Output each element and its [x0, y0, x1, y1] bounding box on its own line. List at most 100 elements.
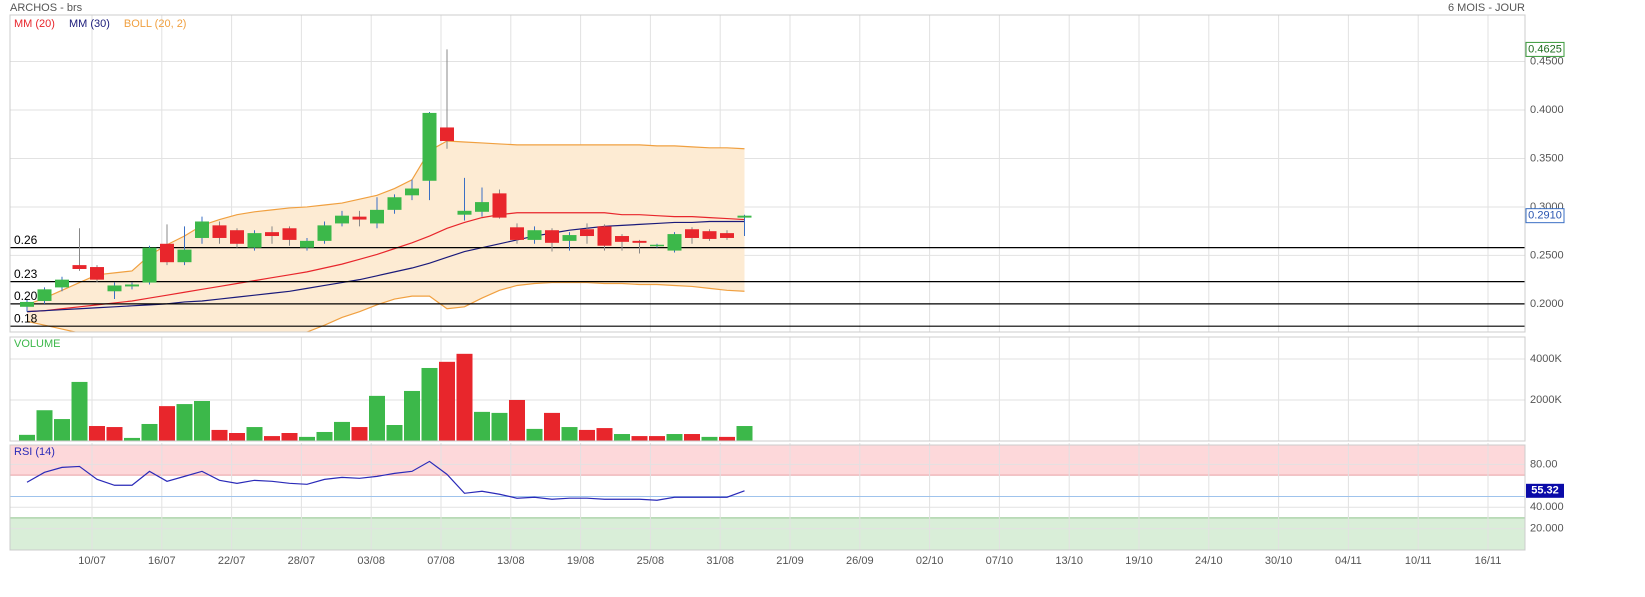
x-tick-label: 22/07: [218, 555, 246, 567]
volume-bar: [316, 431, 333, 441]
candle-body: [492, 193, 507, 218]
candle-body: [212, 225, 227, 238]
volume-bar: [439, 361, 455, 441]
x-tick-label: 31/08: [706, 555, 734, 567]
indicator-line: [26, 220, 745, 313]
volume-bar: [246, 427, 263, 441]
x-tick-label: 10/07: [78, 555, 106, 567]
panel-title: VOLUME: [14, 338, 60, 350]
x-tick-label: 19/10: [1125, 555, 1153, 567]
candle-body: [720, 233, 734, 238]
volume-bar: [526, 428, 543, 441]
volume-bar: [404, 390, 420, 441]
bollinger-band-fill: [27, 141, 745, 332]
candle-body: [265, 232, 279, 237]
rsi-zone: [10, 517, 1525, 550]
x-tick-label: 07/10: [986, 555, 1014, 567]
x-tick-label: 13/10: [1055, 555, 1083, 567]
x-tick-label: 07/08: [427, 555, 455, 567]
candle-body: [475, 202, 489, 212]
y-tick-label: 0.2000: [1530, 298, 1564, 310]
x-tick-label: 02/10: [916, 555, 944, 567]
x-tick-label: 24/10: [1195, 555, 1223, 567]
rsi-last-box: [1526, 483, 1564, 498]
candle-body: [142, 247, 157, 283]
volume-bar: [684, 434, 700, 441]
volume-bar: [36, 410, 53, 441]
x-tick-label: 13/08: [497, 555, 525, 567]
x-tick-label: 16/11: [1475, 555, 1502, 567]
volume-bar: [579, 429, 595, 441]
candle-body: [510, 227, 524, 240]
y-tick-label: 0.4500: [1530, 55, 1564, 67]
candle-body: [90, 267, 104, 280]
y-tick-label: 0.2500: [1530, 249, 1564, 261]
volume-bar: [71, 381, 88, 441]
volume-bar: [281, 433, 298, 441]
rsi-zone: [10, 445, 1525, 476]
candle-body: [440, 127, 454, 142]
volume-bar: [351, 427, 368, 441]
candle-body: [667, 234, 682, 251]
candle-body: [177, 249, 192, 263]
volume-bar: [264, 436, 280, 441]
candle-body: [37, 289, 52, 301]
x-tick-label: 26/09: [846, 555, 874, 567]
candle-body: [20, 301, 34, 307]
last-marker: 0.2910: [1528, 210, 1562, 222]
candle-body: [230, 230, 244, 244]
volume-bar: [596, 428, 613, 441]
candle-body: [335, 215, 349, 224]
volume-bar: [456, 353, 473, 441]
volume-bar: [561, 427, 578, 441]
x-tick-label: 30/10: [1265, 555, 1293, 567]
rsi-line: [26, 460, 745, 501]
labels: 10/07 16/07 22/07 28/07 03/08 07/08 13/08 19/08…: [14, 18, 1565, 567]
support-label: 0.20: [14, 289, 38, 303]
volume-bar: [421, 367, 438, 441]
candle-body: [737, 215, 752, 218]
x-tick-label: 19/08: [567, 555, 595, 567]
volume-bar: [369, 395, 385, 441]
candle-body: [597, 226, 612, 246]
legend-entry: MM (20): [14, 18, 55, 30]
volume-bar: [176, 404, 193, 441]
volume-panel: [9, 336, 1526, 442]
candle-body: [247, 233, 262, 248]
volume-bar: [19, 434, 35, 441]
volume-bar: [649, 436, 665, 441]
candle-body: [387, 197, 402, 210]
volume-bar: [631, 436, 648, 441]
volume-bar: [614, 434, 630, 441]
y-tick-label: 40.000: [1530, 501, 1564, 513]
volume-bar: [141, 423, 158, 441]
candle-body: [405, 188, 419, 196]
y-tick-label: 20.000: [1530, 523, 1564, 535]
candle-body: [352, 216, 367, 220]
x-tick-label: 10/11: [1405, 555, 1432, 567]
support-label: 0.23: [14, 267, 38, 281]
y-tick-label: 2000K: [1530, 394, 1562, 406]
candle-body: [685, 229, 699, 238]
volume-bar: [89, 426, 105, 441]
candle-body: [632, 240, 647, 243]
volume-bar: [474, 411, 490, 441]
volume-bar: [106, 427, 123, 441]
x-tick-label: 03/08: [357, 555, 385, 567]
x-tick-label: 04/11: [1335, 555, 1362, 567]
candle-body: [370, 209, 384, 224]
last-marker-box: [1525, 208, 1565, 224]
candle-body: [125, 284, 139, 287]
period: 6 MOIS - JOUR: [1448, 2, 1525, 14]
candle-body: [562, 235, 577, 241]
candle-body: [527, 230, 542, 240]
panel-title: RSI (14): [14, 446, 55, 458]
support-label: 0.18: [14, 311, 38, 325]
volume-bar: [719, 436, 735, 441]
candle-body: [55, 279, 69, 288]
candle-body: [107, 285, 122, 292]
rsi-last-label: 55.32: [1531, 485, 1559, 497]
candle-body: [702, 231, 717, 239]
candle-body: [195, 221, 209, 238]
